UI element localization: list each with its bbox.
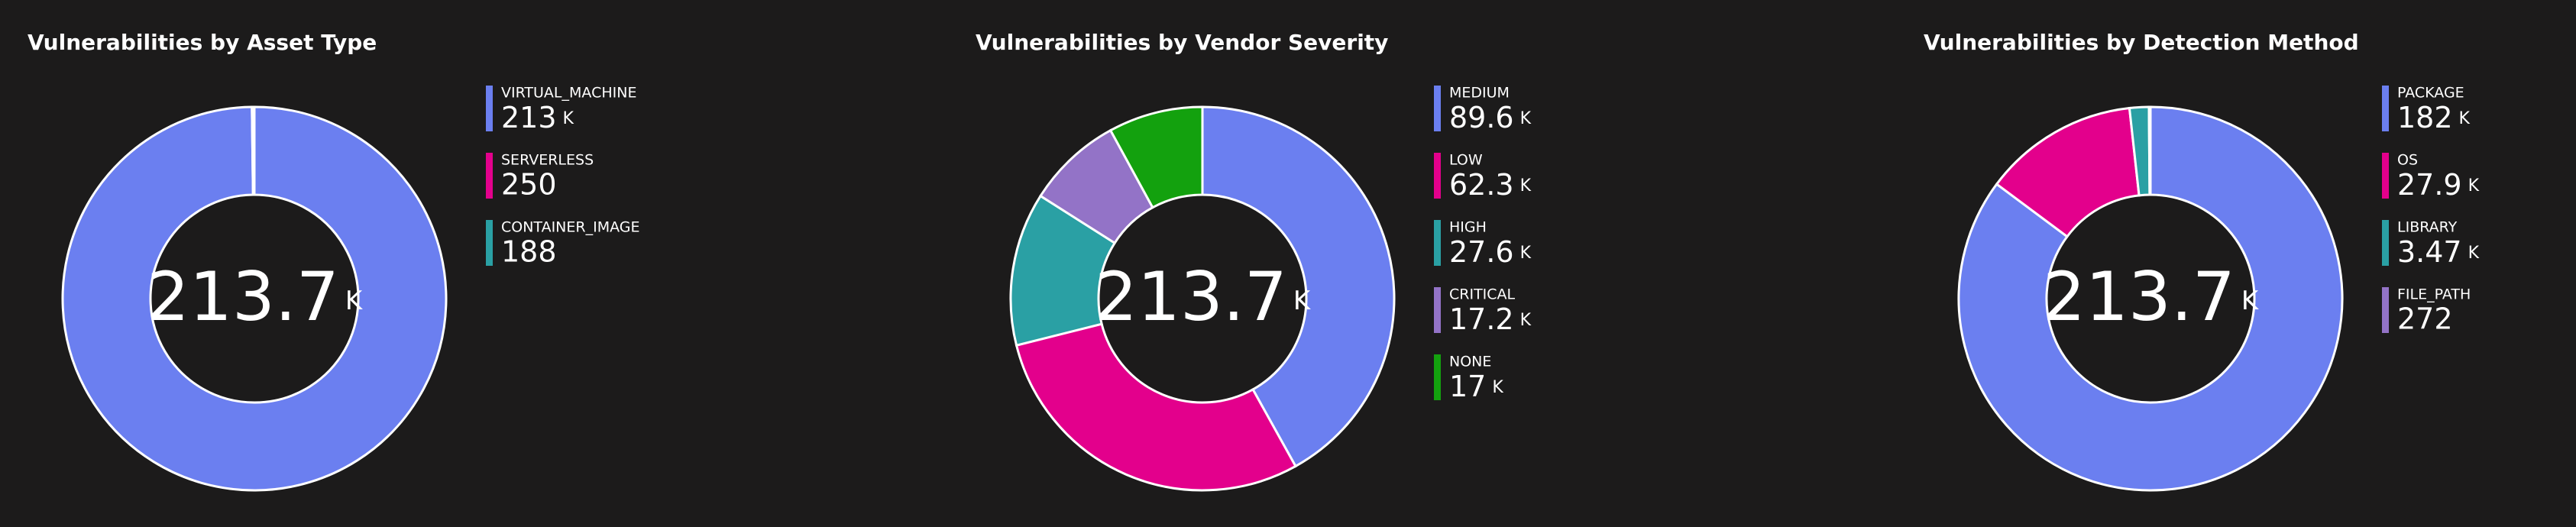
legend-value: 17.2 K xyxy=(1449,302,1532,336)
legend-name: FILE_PATH xyxy=(2397,286,2471,303)
legend-name: NONE xyxy=(1449,354,1491,370)
legend-swatch xyxy=(486,86,493,131)
total-value: 213.7 K xyxy=(1095,257,1312,336)
legend-value: 89.6 K xyxy=(1449,101,1532,134)
legend-name: LOW xyxy=(1449,152,1483,169)
legend-value: 213 K xyxy=(501,101,574,134)
legend-swatch xyxy=(2382,287,2389,333)
donut-slice xyxy=(1015,322,1297,492)
legend-name: CRITICAL xyxy=(1449,286,1516,303)
legend-name: OS xyxy=(2397,152,2418,169)
legend-name: LIBRARY xyxy=(2397,219,2458,236)
legend-swatch xyxy=(1434,287,1441,333)
legend-swatch xyxy=(1434,153,1441,199)
widget: Vulnerabilities by Asset Type VIRTUAL_MAC… xyxy=(28,30,639,492)
donut-slice xyxy=(61,105,448,492)
legend-value: 27.6 K xyxy=(1449,235,1532,269)
legend-swatch xyxy=(2382,86,2389,131)
legend-value: 272 xyxy=(2397,302,2453,336)
legend-swatch xyxy=(1434,86,1441,131)
total-value: 213.7 K xyxy=(147,257,364,336)
legend-value: 27.9 K xyxy=(2397,168,2480,202)
widget-title: Vulnerabilities by Detection Method xyxy=(1924,30,2359,55)
legend-swatch xyxy=(2382,220,2389,266)
legend-name: HIGH xyxy=(1449,219,1487,236)
legend-value: 17 K xyxy=(1449,370,1503,403)
legend-value: 62.3 K xyxy=(1449,168,1532,202)
donut-slice xyxy=(1108,105,1204,209)
legend-value: 182 K xyxy=(2397,101,2471,134)
total-value: 213.7 K xyxy=(2043,257,2260,336)
widget-title: Vulnerabilities by Vendor Severity xyxy=(976,30,1388,55)
legend-value: 3.47 K xyxy=(2397,235,2480,269)
donut-slice xyxy=(2147,105,2152,196)
legend-swatch xyxy=(486,220,493,266)
legend-name: MEDIUM xyxy=(1449,85,1510,102)
legend-name: VIRTUAL_MACHINE xyxy=(501,85,636,102)
donut-slice xyxy=(1957,105,2344,492)
legend-name: PACKAGE xyxy=(2397,85,2464,102)
legend-name: CONTAINER_IMAGE xyxy=(501,219,639,236)
legend-swatch xyxy=(2382,153,2389,199)
legend-swatch xyxy=(1434,354,1441,400)
widget: Vulnerabilities by Detection Method PACKA… xyxy=(1924,30,2480,492)
legend-value: 250 xyxy=(501,168,557,202)
widget-title: Vulnerabilities by Asset Type xyxy=(28,30,377,55)
donut-slice xyxy=(1201,105,1396,468)
widget: Vulnerabilities by Vendor Severity MEDIUM… xyxy=(976,30,1532,492)
legend-value: 188 xyxy=(501,235,557,269)
legend-swatch xyxy=(486,153,493,199)
legend-swatch xyxy=(1434,220,1441,266)
legend-name: SERVERLESS xyxy=(501,152,594,169)
